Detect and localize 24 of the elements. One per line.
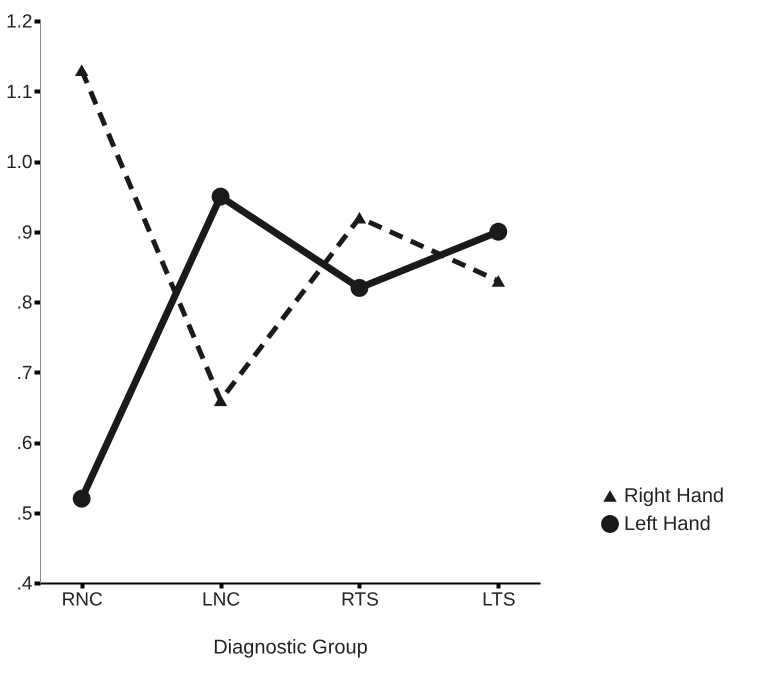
point — [492, 275, 506, 287]
legend-label: Right Hand — [624, 485, 724, 507]
point — [489, 222, 508, 241]
y-tick-label: .9 — [16, 222, 32, 244]
x-tick-label: LTS — [482, 590, 516, 610]
x-tick-label: RNC — [62, 590, 103, 610]
x-tick-label: LNC — [202, 590, 240, 610]
x-tick-label: RTS — [341, 590, 379, 610]
y-tick-label: .8 — [16, 292, 32, 314]
point — [214, 394, 228, 406]
y-tick-label: .6 — [16, 433, 32, 454]
point — [212, 188, 230, 206]
y-tick-label: 1.2 — [6, 12, 32, 32]
y-tick-label: 1.1 — [6, 82, 32, 103]
y-tick-label: .7 — [16, 362, 32, 384]
y-tick-label: 1.0 — [6, 152, 32, 173]
point — [74, 64, 88, 76]
x-axis-title: Diagnostic Group — [213, 636, 368, 658]
point — [72, 490, 91, 508]
point — [350, 279, 368, 297]
legend-label: Left Hand — [624, 513, 711, 535]
y-tick-label: .4 — [16, 574, 33, 594]
y-tick-label: .5 — [16, 503, 32, 524]
point — [352, 212, 366, 224]
